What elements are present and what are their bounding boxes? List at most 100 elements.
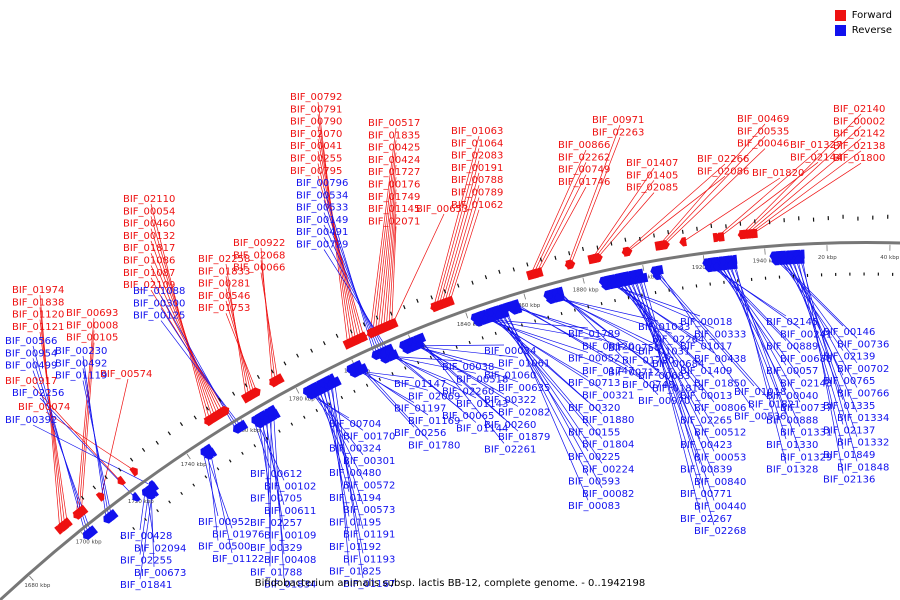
gene-arrow-bif-00105 [76,504,89,517]
gene-label-bif-01197: BIF_01197 [394,404,446,415]
marker-tick [554,255,557,260]
gene-label-bif-01332: BIF_01332 [837,438,889,449]
gene-label-bif-00790: BIF_00790 [290,117,342,128]
gene-label-bif-00517: BIF_00517 [368,118,420,129]
gene-label-bif-00333: BIF_00333 [694,329,746,340]
leader-line [410,341,505,395]
gene-label-bif-01195: BIF_01195 [329,517,381,528]
gene-label-bif-00109: BIF_00109 [264,531,316,542]
leader-line [516,303,643,380]
gene-arrow-bif-01753 [250,387,261,398]
gene-label-bif-00866: BIF_00866 [558,140,610,151]
gene-arrow-bif-00917 [117,475,126,486]
gene-arrow-bif-00795 [358,332,367,343]
leader-line [682,177,781,243]
gene-label-bif-00155: BIF_00155 [568,427,620,438]
gene-label-bif-00889: BIF_00889 [766,342,818,353]
leader-line [486,313,589,403]
gene-label-bif-00518: BIF_00518 [456,374,508,385]
gene-label-bif-01031: BIF_01031 [638,347,690,358]
gene-label-bif-00693: BIF_00693 [66,308,118,319]
gene-arrow-bif-00970 [557,286,565,297]
gene-label-bif-01848: BIF_01848 [837,462,889,473]
gene-label-bif-00038: BIF_00038 [442,362,494,373]
gene-label-bif-02136: BIF_02136 [823,475,875,486]
leader-line [538,186,587,273]
gene-label-bif-02268: BIF_02268 [694,526,746,537]
marker-tick [349,329,353,334]
gene-label-bif-01120: BIF_01120 [12,310,64,321]
leader-line [331,378,350,566]
leader-line [369,127,397,334]
gene-label-bif-00713: BIF_00713 [568,378,620,389]
leader-line [139,493,146,531]
marker-tick [244,383,248,388]
gene-label-bif-01727: BIF_01727 [368,167,420,178]
marker-tick [216,467,220,471]
leader-line [603,280,715,329]
gene-label-bif-01064: BIF_01064 [451,138,503,149]
leader-line [260,247,273,383]
gene-label-bif-01017: BIF_01017 [680,342,732,353]
marker-tick [362,322,366,327]
leader-line [559,291,659,396]
leader-line [433,135,480,308]
gene-label-bif-01193: BIF_01193 [343,554,395,565]
genome-title: Bifidobacterium animalis subsp. lactis B… [254,578,646,589]
gene-label-bif-01976: BIF_01976 [212,529,264,540]
gene-label-bif-00057: BIF_00057 [766,366,818,377]
leader-line [32,345,87,537]
leader-line [535,174,587,274]
gene-label-bif-00260: BIF_00260 [484,420,536,431]
gene-label-bif-00970: BIF_00970 [638,396,690,407]
marker-tick [104,475,108,480]
gene-label-bif-01192: BIF_01192 [329,542,381,553]
gene-label-bif-00438: BIF_00438 [694,354,746,365]
leader-line [557,292,673,383]
gene-arrow-bif-00536 [653,265,664,275]
marker-tick [498,269,501,274]
legend-reverse-swatch [834,25,846,36]
gene-label-bif-01328: BIF_01328 [766,465,818,476]
gene-label-bif-00425: BIF_00425 [368,143,420,154]
leader-line [444,185,480,304]
legend-forward-label: Forward [851,10,892,21]
gene-label-bif-02071: BIF_02071 [368,216,420,227]
marker-tick [416,298,419,303]
gene-label-bif-01061: BIF_01061 [498,358,550,369]
marker-tick [526,262,529,267]
gene-arrow-bif-00653 [387,319,396,330]
marker-tick [265,436,269,440]
leader-line [491,311,589,427]
marker-tick [218,397,222,402]
gene-label-bif-00008: BIF_00008 [66,320,118,331]
gene-label-bif-01122: BIF_01122 [212,554,264,565]
gene-label-bif-01817: BIF_01817 [123,243,175,254]
marker-tick [512,267,515,272]
leader-line [511,305,643,355]
gene-features [54,228,805,540]
leader-line [657,270,755,411]
gene-label-bif-00300: BIF_00300 [133,298,185,309]
leader-line [489,312,603,415]
leader-line [377,164,397,331]
leader-line [435,148,480,307]
leader-line [613,278,715,378]
leader-line [260,260,276,382]
leader-line [383,189,397,328]
gene-label-bif-02258: BIF_02258 [198,254,250,265]
gene-label-bif-01194: BIF_01194 [329,493,381,504]
leader-line [733,259,787,464]
marker-tick [389,311,393,316]
leader-line [475,317,603,341]
gene-label-bif-01804: BIF_01804 [582,440,634,451]
scale-tick [29,575,34,581]
gene-label-bif-00146: BIF_00146 [823,327,875,338]
gene-label-bif-01820: BIF_01820 [752,168,804,179]
marker-tick [180,491,183,496]
leader-line [801,254,844,474]
leader-line [655,270,769,399]
leader-line [317,175,365,337]
gene-label-bif-00729: BIF_00729 [296,240,348,251]
gene-arrow-bif-02109 [219,406,230,417]
